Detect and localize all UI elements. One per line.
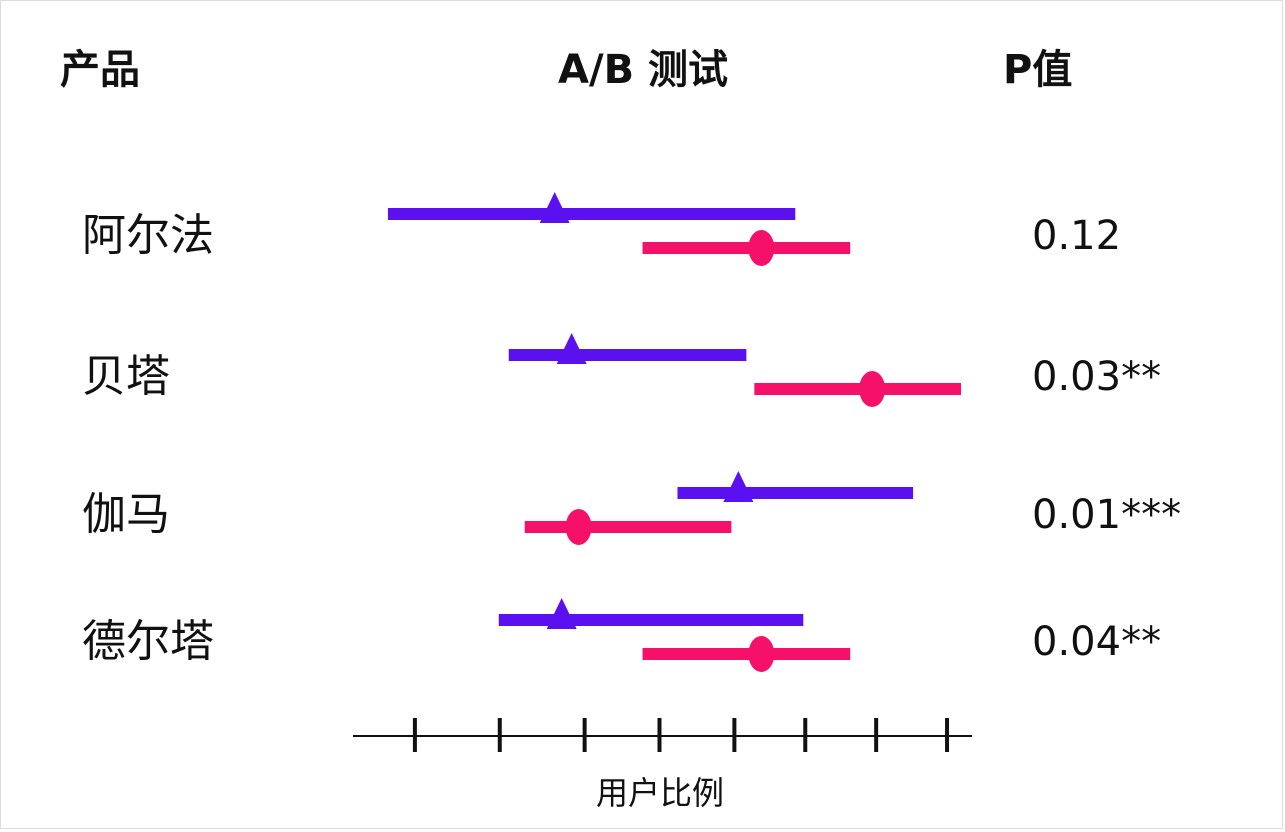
point-marker (539, 192, 570, 223)
point-marker (723, 471, 754, 502)
p-value: 0.03** (1032, 354, 1161, 400)
interval-bar (642, 648, 851, 660)
interval-bar (508, 349, 747, 361)
column-header: A/B 测试 (558, 47, 728, 93)
interval-bar (677, 487, 914, 499)
interval-bar (524, 521, 732, 533)
column-header: P值 (1003, 47, 1072, 93)
interval-bar (642, 242, 851, 254)
p-value: 0.01*** (1032, 492, 1181, 538)
point-marker (748, 636, 775, 672)
point-marker (859, 371, 886, 407)
point-marker (565, 509, 592, 545)
interval-bar (387, 208, 796, 220)
point-marker (546, 598, 577, 629)
p-value: 0.12 (1032, 213, 1121, 259)
point-marker (748, 230, 775, 266)
x-axis-label: 用户比例 (596, 774, 724, 812)
category-label: 阿尔法 (82, 210, 214, 261)
column-header: 产品 (60, 47, 140, 93)
category-label: 伽马 (82, 489, 170, 540)
category-label: 德尔塔 (82, 616, 214, 667)
point-marker (556, 333, 587, 364)
interval-bar (754, 383, 962, 395)
interval-bar (498, 614, 804, 626)
p-value: 0.04** (1032, 619, 1161, 665)
category-label: 贝塔 (82, 351, 170, 402)
